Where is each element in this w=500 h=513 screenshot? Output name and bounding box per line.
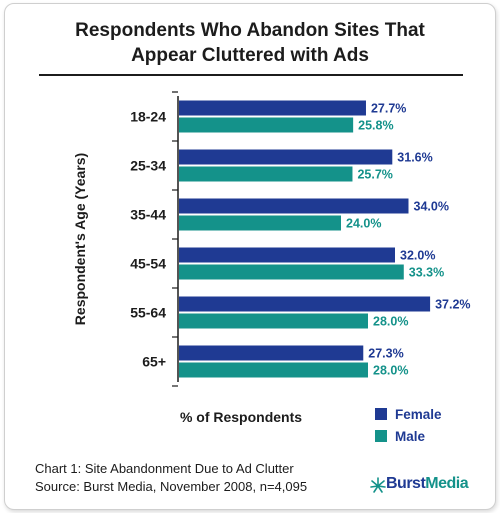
category-tick-label: 45-54 [130, 256, 166, 272]
data-label-male: 24.0% [346, 217, 381, 231]
bar-male-65+ [179, 362, 368, 378]
data-label-male: 25.8% [358, 119, 393, 133]
category-tick-label: 18-24 [130, 109, 166, 125]
bar-chart: 18-24 27.7% 25.8% 25-34 31.6% 25.7% 35-44 34.0%… [72, 91, 471, 444]
bar-female-35-44 [179, 198, 409, 214]
title-divider [39, 74, 463, 76]
category-tick-label: 35-44 [130, 207, 166, 223]
bar-male-18-24 [179, 117, 354, 133]
data-label-female: 32.0% [400, 249, 435, 263]
chart-title-line-1: Respondents Who Abandon Sites That [75, 20, 425, 41]
bar-male-25-34 [179, 166, 353, 182]
data-label-female: 31.6% [397, 151, 432, 165]
data-label-female: 27.7% [371, 102, 406, 116]
bar-male-45-54 [179, 264, 404, 280]
legend-swatch-male [375, 430, 387, 442]
footer-source: Source: Burst Media, November 2008, n=4,… [35, 479, 308, 494]
chart-frame: Respondents Who Abandon Sites That Appea… [4, 3, 496, 510]
burstmedia-logo: BurstMedia [370, 474, 480, 496]
data-label-female: 37.2% [435, 298, 470, 312]
footer-caption: Chart 1: Site Abandonment Due to Ad Clut… [35, 461, 294, 476]
bar-female-65+ [179, 345, 364, 361]
logo-wordmark-media: Media [425, 475, 469, 492]
bar-female-25-34 [179, 149, 393, 165]
x-axis-title: % of Respondents [180, 409, 302, 425]
data-label-female: 27.3% [368, 347, 403, 361]
data-label-male: 28.0% [373, 364, 408, 378]
chart-title-line-2: Appear Cluttered with Ads [131, 45, 369, 66]
bar-male-55-64 [179, 313, 368, 329]
bar-male-35-44 [179, 215, 341, 231]
category-tick-label: 55-64 [130, 305, 166, 321]
bar-female-18-24 [179, 100, 366, 116]
bar-female-55-64 [179, 296, 431, 312]
chart-footer: Chart 1: Site Abandonment Due to Ad Clut… [35, 460, 307, 496]
legend-swatch-female [375, 408, 387, 420]
chart-title: Respondents Who Abandon Sites That Appea… [5, 18, 495, 68]
y-axis-title: Respondent's Age (Years) [72, 153, 88, 325]
legend-label-male: Male [395, 429, 426, 444]
bar-female-45-54 [179, 247, 395, 263]
burst-star-icon [370, 477, 386, 493]
category-tick-label: 65+ [142, 354, 166, 370]
logo-wordmark-burst: Burst [386, 475, 426, 492]
logo-wordmark: BurstMedia [386, 475, 469, 493]
data-label-male: 33.3% [409, 266, 444, 280]
data-label-female: 34.0% [414, 200, 449, 214]
legend-label-female: Female [395, 407, 442, 422]
data-label-male: 28.0% [373, 315, 408, 329]
data-label-male: 25.7% [357, 168, 392, 182]
category-tick-label: 25-34 [130, 158, 166, 174]
